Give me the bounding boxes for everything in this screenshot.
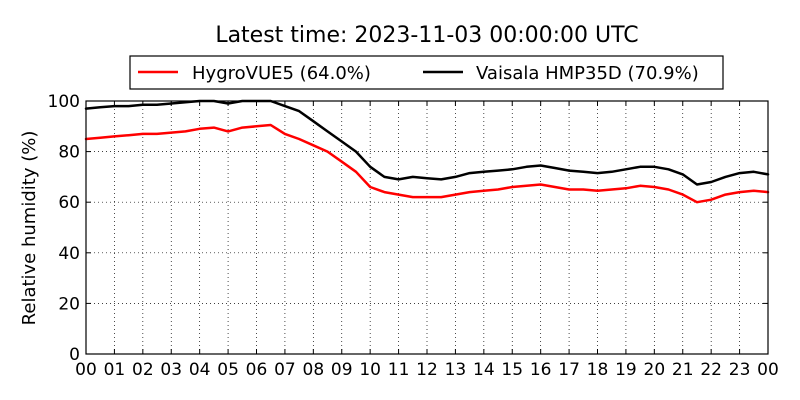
y-tick-label: 20 [58, 294, 80, 314]
y-tick-label: 80 [58, 143, 80, 163]
x-tick-label: 09 [331, 360, 353, 380]
x-tick-label: 11 [388, 360, 410, 380]
x-tick-label: 18 [587, 360, 609, 380]
legend-label-vaisala: Vaisala HMP35D (70.9%) [476, 63, 699, 84]
y-tick-labels: 0 20 40 60 80 100 [48, 92, 80, 365]
chart-title: Latest time: 2023-11-03 00:00:00 UTC [215, 23, 638, 48]
x-tick-label: 07 [274, 360, 296, 380]
y-tick-label: 40 [58, 244, 80, 264]
grid-lines [86, 101, 768, 354]
x-tick-label: 13 [445, 360, 467, 380]
x-tick-label: 01 [104, 360, 126, 380]
x-tick-label: 10 [359, 360, 381, 380]
x-tick-label: 15 [501, 360, 523, 380]
x-tick-label: 23 [729, 360, 751, 380]
x-tick-label: 21 [672, 360, 694, 380]
plot-frame [85, 100, 769, 355]
x-tick-label: 03 [160, 360, 182, 380]
series-line-hygrovue5 [84, 123, 770, 204]
x-tick-labels: 00 01 02 03 04 05 06 07 08 09 10 11 12 13 14 15 16 17 18 19… [75, 360, 779, 380]
x-tick-label: 17 [558, 360, 580, 380]
legend: HygroVUE5 (64.0%) Vaisala HMP35D (70.9%) [129, 55, 724, 90]
x-tick-label: 02 [132, 360, 154, 380]
x-tick-label: 00 [75, 360, 97, 380]
x-tick-label: 14 [473, 360, 495, 380]
x-tick-label: 22 [700, 360, 722, 380]
y-tick-label: 100 [48, 92, 80, 112]
y-tick-label: 0 [69, 345, 80, 365]
x-tick-label: 19 [615, 360, 637, 380]
x-tick-label: 08 [303, 360, 325, 380]
x-tick-label: 00 [757, 360, 779, 380]
x-tick-label: 16 [530, 360, 552, 380]
tick-marks [85, 100, 769, 355]
y-axis-label: Relative humidity (%) [19, 131, 40, 326]
x-tick-label: 05 [217, 360, 239, 380]
x-tick-label: 20 [644, 360, 666, 380]
x-tick-label: 04 [189, 360, 211, 380]
y-tick-label: 60 [58, 193, 80, 213]
x-tick-label: 06 [246, 360, 268, 380]
x-tick-label: 12 [416, 360, 438, 380]
legend-label-hygrovue5: HygroVUE5 (64.0%) [192, 63, 371, 84]
